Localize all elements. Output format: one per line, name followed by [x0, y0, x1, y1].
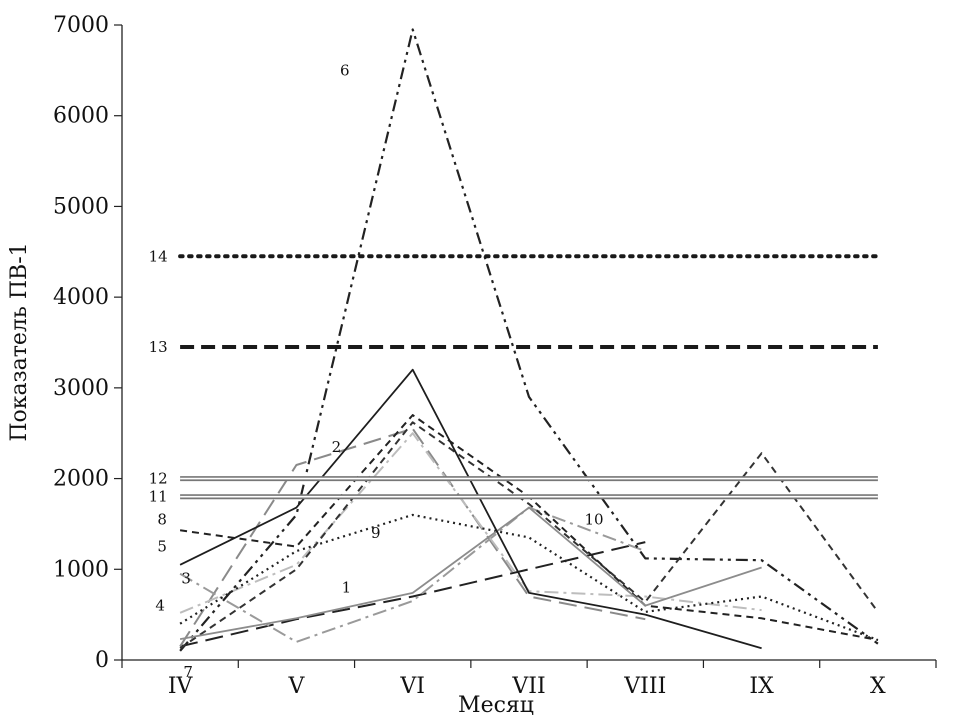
series-label-9: 9	[371, 524, 381, 542]
y-tick-label: 6000	[53, 104, 109, 129]
series-label-14: 14	[149, 247, 168, 265]
series-6-line	[179, 28, 879, 652]
y-tick-label: 2000	[53, 467, 109, 492]
axis-layer: 0 1000 2000 3000 4000 5000 6000 7000 IV V VI VII VII…	[53, 13, 937, 699]
x-tick-label: IV	[168, 674, 194, 699]
series-label-1: 1	[342, 578, 352, 596]
series-10-line	[179, 368, 762, 650]
series-label-2: 2	[332, 438, 342, 456]
series-label-4: 4	[155, 597, 165, 615]
x-tick-label: V	[287, 674, 305, 699]
series-3-line	[179, 506, 646, 643]
series-label-5: 5	[157, 538, 167, 556]
series-layer	[178, 28, 880, 652]
series-label-3: 3	[181, 569, 191, 587]
x-tick-label: IX	[749, 674, 774, 699]
series-label-8: 8	[157, 510, 167, 528]
series-1-line	[179, 541, 646, 648]
x-tick-label: X	[870, 674, 886, 699]
y-tick-label: 4000	[53, 285, 109, 310]
y-axis-title: Показатель ПВ-1	[7, 242, 32, 441]
x-tick-label: VIII	[623, 674, 666, 699]
y-tick-label: 5000	[53, 194, 109, 219]
series-2-line	[179, 427, 646, 647]
series-label-10: 10	[584, 510, 603, 528]
y-tick-label: 7000	[53, 13, 109, 38]
series-8-line	[179, 414, 879, 641]
x-tick-label: VI	[399, 674, 425, 699]
y-tick-label: 3000	[53, 376, 109, 401]
x-tick-label: VII	[511, 674, 545, 699]
series-label-7: 7	[183, 663, 193, 681]
series-label-6: 6	[340, 61, 350, 79]
series-9-line	[179, 506, 762, 640]
series-7-line	[179, 421, 879, 650]
x-axis-title: Месяц	[458, 693, 534, 718]
series-4-line	[179, 432, 762, 614]
series-label-11: 11	[149, 488, 168, 506]
series-label-13: 13	[149, 338, 168, 356]
series-label-12: 12	[149, 470, 168, 488]
y-tick-label: 1000	[53, 557, 109, 582]
y-tick-label: 0	[95, 648, 109, 673]
